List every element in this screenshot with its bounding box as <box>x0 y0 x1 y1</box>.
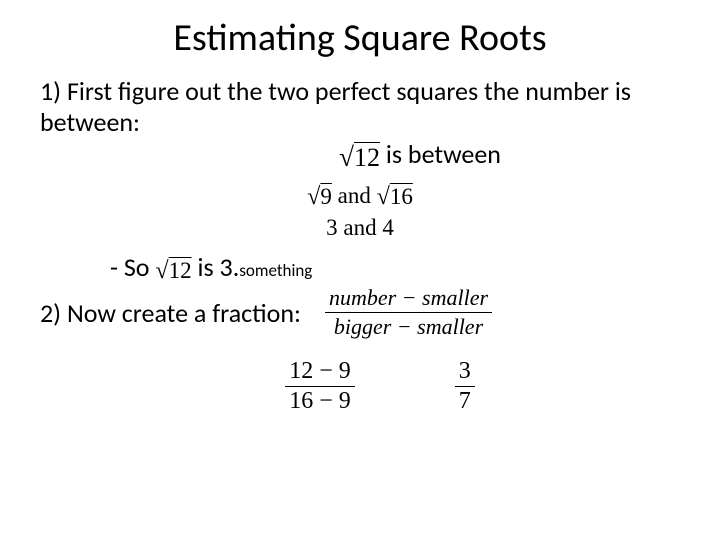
between-line: 12 is between <box>160 138 680 172</box>
frac2-denominator: 7 <box>455 387 475 415</box>
something-text: something <box>239 260 312 281</box>
frac2-numerator: 3 <box>455 358 475 387</box>
slide-title: Estimating Square Roots <box>40 15 680 61</box>
is-between-text: is between <box>380 138 501 170</box>
sqrt-16-icon: 16 <box>377 183 413 211</box>
fraction-formula: number − smaller bigger − smaller <box>325 285 492 340</box>
step-2-row: 2) Now create a fraction: number − small… <box>40 285 680 340</box>
formula-denominator: bigger − smaller <box>325 313 492 340</box>
sqrt-12b-icon: 12 <box>155 257 191 285</box>
sqrt-16-value: 16 <box>390 184 413 209</box>
frac1-denominator: 16 − 9 <box>285 387 355 415</box>
fraction-simplified: 3 7 <box>455 358 475 415</box>
frac1-numerator: 12 − 9 <box>285 358 355 387</box>
fraction-substituted: 12 − 9 16 − 9 <box>285 358 355 415</box>
so-mid: is 3. <box>192 251 240 283</box>
math-block-bounds: 9 and 16 3 and 4 <box>40 183 680 242</box>
so-line: - So 12 is 3.something <box>110 251 680 285</box>
sqrt-9-icon: 9 <box>307 183 332 211</box>
and-text-1: and <box>332 183 377 208</box>
step-2-text: 2) Now create a fraction: <box>40 297 301 329</box>
sqrt-12b-value: 12 <box>169 258 192 283</box>
sqrt-12-icon: 12 <box>339 142 380 173</box>
slide-container: Estimating Square Roots 1) First figure … <box>0 0 720 435</box>
formula-numerator: number − smaller <box>325 285 492 313</box>
sqrt-12-value: 12 <box>354 143 380 172</box>
sqrt-9-value: 9 <box>320 184 332 209</box>
step-1-text: 1) First figure out the two perfect squa… <box>40 76 680 138</box>
fraction-result-row: 12 − 9 16 − 9 3 7 <box>80 358 680 415</box>
integer-bounds-line: 3 and 4 <box>40 215 680 241</box>
so-prefix: - So <box>110 251 155 283</box>
sqrt-bounds-line: 9 and 16 <box>40 183 680 212</box>
